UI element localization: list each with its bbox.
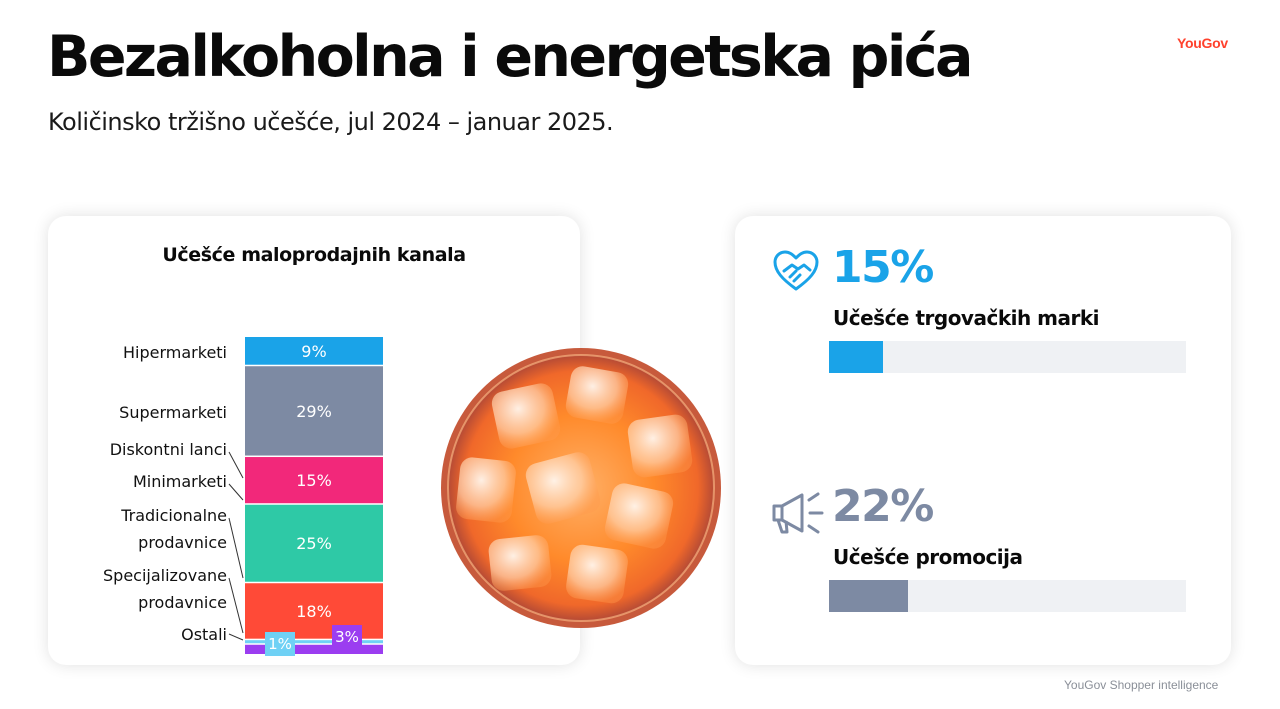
leader-line [228, 577, 244, 634]
source-footer: YouGov Shopper intelligence [1064, 678, 1219, 692]
leader-line [228, 517, 244, 579]
category-label: Ostali [181, 625, 227, 644]
category-label: Tradicionalne [120, 506, 227, 525]
promotion-share-value: 22% [832, 481, 934, 532]
bar-value-label: 15% [296, 471, 332, 490]
private-label-share-value: 15% [832, 242, 934, 293]
brand-logo: YouGov [1177, 35, 1228, 51]
category-label: Hipermarketi [123, 343, 227, 362]
callout-value-label: 3% [335, 628, 359, 646]
promotion-share-bar [829, 580, 1186, 612]
orange-drink-image [441, 348, 721, 628]
category-label: prodavnice [138, 593, 227, 612]
callout-badge-ostali [332, 625, 362, 649]
megaphone-icon [772, 492, 824, 534]
private-label-share-bar-fill [829, 341, 883, 373]
category-label: Diskontni lanci [110, 440, 227, 459]
private-label-share-label: Učešće trgovačkih marki [833, 306, 1100, 330]
promotion-share-bar-fill [829, 580, 908, 612]
bar-value-label: 29% [296, 402, 332, 421]
bar-segment-ostali [245, 644, 383, 654]
bar-value-label: 25% [296, 534, 332, 553]
page-title: Bezalkoholna i energetska pića [47, 24, 973, 90]
leader-line [228, 451, 244, 479]
bar-segment-hipermarketi [245, 337, 383, 365]
bar-value-label: 9% [301, 342, 326, 361]
heart-handshake-icon [773, 250, 819, 291]
page-subtitle: Količinsko tržišno učešće, jul 2024 – ja… [48, 108, 614, 136]
bar-value-label: 18% [296, 602, 332, 621]
private-label-share-bar [829, 341, 1186, 373]
leader-line [228, 483, 244, 501]
promotion-share-label: Učešće promocija [833, 545, 1023, 569]
bar-segment-diskontni-lanci [245, 457, 383, 504]
bar-segment-specijalizovane-prodavnice [245, 640, 383, 644]
category-label: Supermarketi [119, 403, 227, 422]
bar-segment-supermarketi [245, 366, 383, 456]
category-label: prodavnice [138, 533, 227, 552]
category-label: Minimarketi [133, 472, 227, 491]
callout-value-label: 1% [268, 635, 292, 653]
leader-line [228, 633, 244, 641]
category-label: Specijalizovane [103, 566, 227, 585]
callout-badge-specijalizovane-prodavnice [265, 632, 295, 656]
bar-segment-minimarketi [245, 504, 383, 582]
chart-title: Učešće maloprodajnih kanala [162, 244, 466, 266]
